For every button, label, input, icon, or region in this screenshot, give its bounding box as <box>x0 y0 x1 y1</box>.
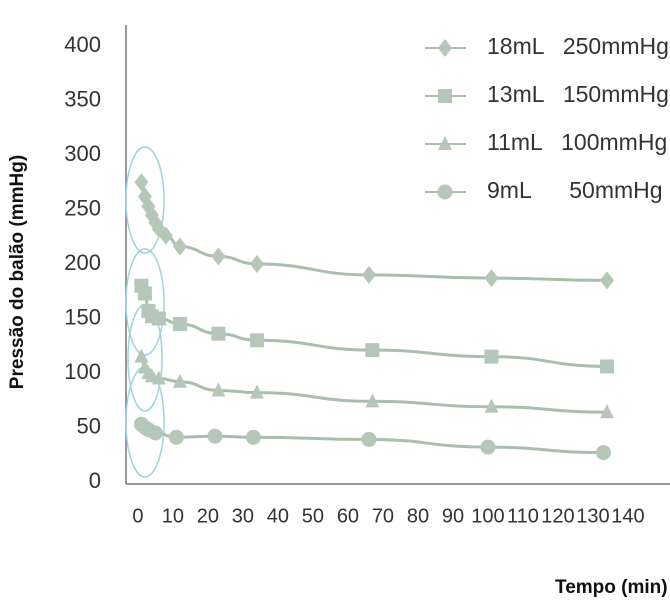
x-tick-label: 60 <box>337 505 359 527</box>
marker <box>249 333 264 348</box>
marker <box>245 429 261 445</box>
x-tick-label: 120 <box>541 505 574 527</box>
legend-label: 18mL 250mmHg <box>487 33 669 59</box>
marker <box>151 311 166 326</box>
y-tick-label: 0 <box>89 468 101 493</box>
x-tick-label: 110 <box>507 505 539 527</box>
y-tick-label: 50 <box>77 413 101 438</box>
marker <box>365 343 380 358</box>
marker <box>137 286 152 301</box>
highlight-ellipse <box>125 146 165 254</box>
series <box>134 278 614 374</box>
marker <box>172 237 187 256</box>
marker <box>211 326 226 341</box>
marker <box>484 349 499 364</box>
legend-marker <box>438 136 452 150</box>
y-tick-label: 300 <box>64 141 101 166</box>
marker <box>599 404 614 419</box>
marker <box>249 384 264 399</box>
marker <box>361 265 376 284</box>
x-tick-label: 20 <box>197 505 219 527</box>
series <box>134 348 614 419</box>
marker <box>151 370 166 385</box>
marker <box>480 439 496 455</box>
marker <box>147 425 163 441</box>
marker <box>365 393 380 408</box>
marker <box>595 445 611 461</box>
legend-label: 9mL 50mmHg <box>487 177 663 203</box>
marker <box>211 247 226 266</box>
x-tick-label: 130 <box>576 505 609 527</box>
series <box>134 173 614 290</box>
x-tick-label: 0 <box>132 505 143 527</box>
marker <box>158 226 173 245</box>
marker <box>207 428 223 444</box>
legend-marker <box>438 39 452 57</box>
legend-label: 13mL 150mmHg <box>487 81 669 107</box>
series <box>133 416 611 461</box>
x-tick-label: 100 <box>471 505 504 527</box>
marker <box>249 255 264 273</box>
x-tick-label: 10 <box>162 505 184 527</box>
x-tick-label: 30 <box>232 505 254 527</box>
x-tick-label: 80 <box>407 505 429 527</box>
marker <box>599 271 614 290</box>
y-tick-label: 400 <box>64 32 101 57</box>
marker <box>134 173 149 192</box>
marker <box>172 373 187 388</box>
x-tick-label: 70 <box>372 505 394 527</box>
highlight-ellipse <box>125 248 165 356</box>
x-tick-label: 90 <box>442 505 464 527</box>
marker <box>172 316 187 331</box>
y-tick-label: 250 <box>64 195 101 220</box>
y-tick-label: 200 <box>64 250 101 275</box>
marker <box>211 382 226 397</box>
marker <box>484 398 499 413</box>
x-tick-label: 40 <box>267 505 289 527</box>
marker <box>361 431 377 447</box>
marker <box>599 359 614 374</box>
x-axis-label: Tempo (min) <box>555 577 668 598</box>
y-tick-label: 350 <box>64 86 101 111</box>
x-tick-label: 50 <box>302 505 324 527</box>
marker <box>168 429 184 445</box>
x-tick-label: 140 <box>611 505 644 527</box>
marker <box>484 269 499 288</box>
marker <box>134 348 149 363</box>
legend-label: 11mL 100mmHg <box>487 129 667 155</box>
legend-marker <box>438 89 452 103</box>
y-tick-label: 150 <box>64 304 101 329</box>
legend-marker <box>437 184 453 200</box>
y-axis-label: Pressão do balão (mmHg) <box>7 155 28 389</box>
y-tick-label: 100 <box>64 359 101 384</box>
